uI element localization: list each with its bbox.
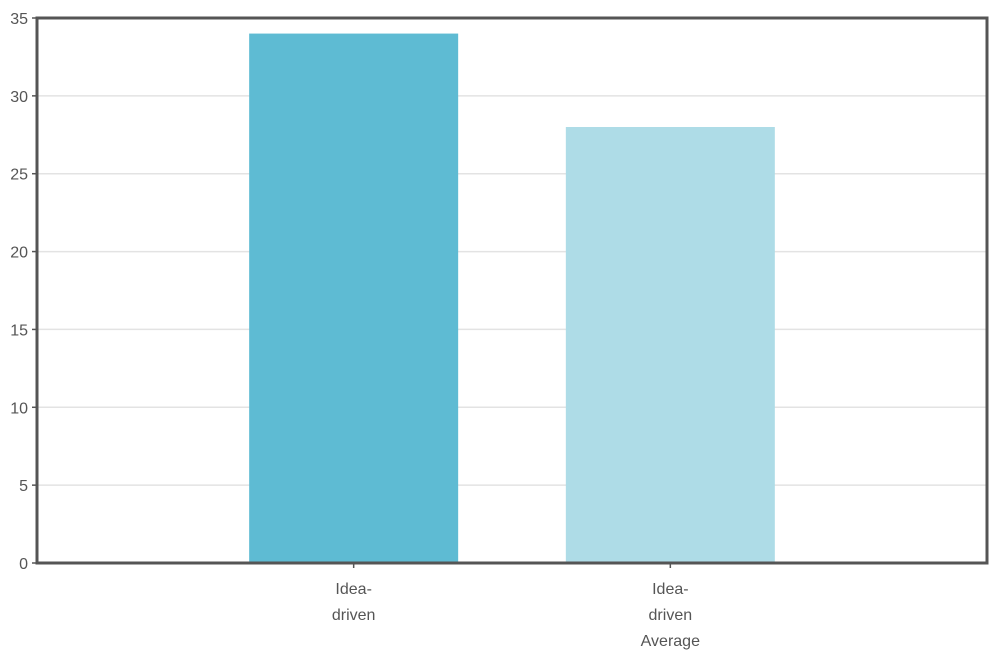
bar xyxy=(249,33,459,564)
x-axis: Idea-driven Idea-driven Average xyxy=(332,563,700,650)
bar xyxy=(565,127,775,563)
y-tick-label: 25 xyxy=(10,167,28,184)
y-tick-label: 20 xyxy=(10,245,28,262)
x-tick-label: driven xyxy=(332,607,376,624)
x-tick-label: Average xyxy=(641,633,700,650)
y-tick-label: 10 xyxy=(10,400,28,417)
y-axis: 0 5 10 15 20 25 30 35 xyxy=(10,11,37,573)
y-tick-label: 5 xyxy=(19,478,28,495)
y-tick-label: 0 xyxy=(19,556,28,573)
x-tick-label: Idea- xyxy=(652,581,688,598)
bars xyxy=(249,33,775,564)
y-tick-label: 15 xyxy=(10,322,28,339)
plot-frame xyxy=(35,16,989,565)
y-tick-label: 30 xyxy=(10,89,28,106)
y-tick-label: 35 xyxy=(10,11,28,28)
x-tick-label: driven xyxy=(649,607,693,624)
gridlines xyxy=(37,95,987,486)
x-tick-label: Idea- xyxy=(335,581,371,598)
